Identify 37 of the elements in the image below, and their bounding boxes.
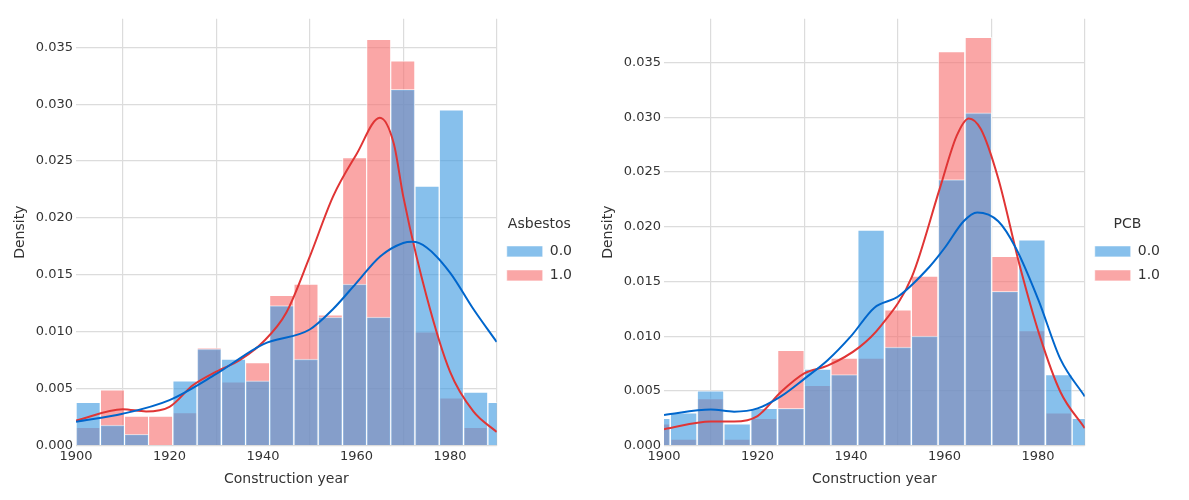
legend-label: 1.0 xyxy=(1137,266,1160,283)
x-tick-label: 1920 xyxy=(740,447,775,463)
y-axis-title: Density xyxy=(599,205,616,259)
y-tick-label: 0.025 xyxy=(35,152,74,168)
x-tick-label: 1960 xyxy=(339,447,374,463)
y-tick-label: 0.015 xyxy=(623,272,662,288)
legend-label: 0.0 xyxy=(1137,242,1160,259)
y-tick-label: 0.020 xyxy=(623,218,662,234)
x-tick-label: 1940 xyxy=(246,447,280,463)
legend-label: 0.0 xyxy=(549,242,572,259)
y-tick-label: 0.015 xyxy=(35,266,74,282)
legend-title: PCB xyxy=(1113,215,1142,232)
line-series xyxy=(76,116,497,433)
line-series xyxy=(664,211,1085,416)
y-tick-label: 0.010 xyxy=(35,323,74,339)
x-tick-label: 1980 xyxy=(433,447,467,463)
y-tick-label: 0.025 xyxy=(623,163,662,179)
y-tick-label: 0.000 xyxy=(35,436,74,452)
y-tick-label: 0.010 xyxy=(623,327,662,343)
y-tick-label: 0.030 xyxy=(623,108,662,124)
legend-title: Asbestos xyxy=(507,215,571,232)
y-axis-title: Density xyxy=(11,205,28,259)
x-tick-label: 1940 xyxy=(834,447,868,463)
y-tick-label: 0.035 xyxy=(35,38,74,54)
x-axis-title: Construction year xyxy=(811,470,938,487)
y-tick-label: 0.005 xyxy=(35,380,74,396)
y-tick-label: 0.035 xyxy=(623,53,662,69)
y-tick-label: 0.005 xyxy=(623,382,662,398)
y-tick-label: 0.030 xyxy=(35,95,74,111)
x-tick-label: 1980 xyxy=(1021,447,1055,463)
line-series xyxy=(76,240,497,423)
y-tick-label: 0.000 xyxy=(623,436,662,452)
x-axis-title: Construction year xyxy=(223,470,350,487)
x-tick-label: 1920 xyxy=(152,447,187,463)
x-tick-label: 1960 xyxy=(927,447,962,463)
legend-label: 1.0 xyxy=(549,266,572,283)
y-tick-label: 0.020 xyxy=(35,209,74,225)
